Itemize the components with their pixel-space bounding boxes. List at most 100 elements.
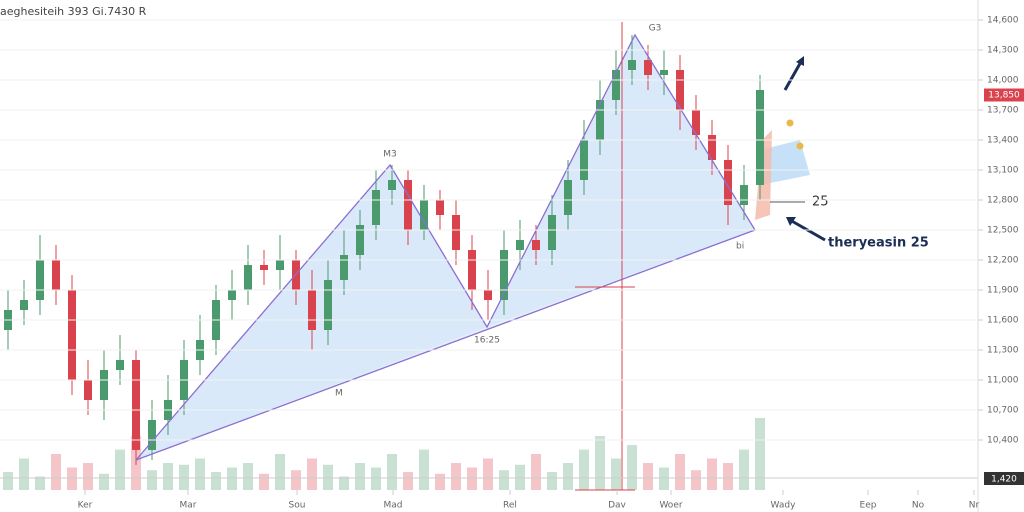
- candle-body: [644, 60, 652, 75]
- trend-line: [135, 229, 756, 461]
- volume-bar: [435, 473, 445, 490]
- volume-bar: [323, 464, 333, 490]
- candle-body: [340, 255, 348, 280]
- candle-body: [436, 200, 444, 215]
- candle-body: [724, 160, 732, 205]
- volume-bar: [659, 467, 669, 490]
- x-tick-label: Ker: [78, 501, 93, 511]
- candle-body: [420, 200, 428, 230]
- volume-bar: [403, 472, 413, 490]
- y-tick-label: 14,000: [987, 76, 1019, 86]
- x-tick-label: Woer: [659, 501, 682, 511]
- volume-bar: [147, 470, 157, 490]
- candle-body: [308, 290, 316, 330]
- volume-bar: [451, 463, 461, 490]
- candle-body: [36, 260, 44, 300]
- x-tick-label: Dav: [608, 501, 626, 511]
- candle-body: [516, 240, 524, 250]
- volume-bar: [611, 458, 621, 490]
- y-tick-label: 11,900: [987, 286, 1019, 296]
- candle-body: [84, 380, 92, 400]
- volume-label: 1,420: [991, 475, 1017, 485]
- volume-bar: [163, 463, 173, 490]
- last-price-box: [984, 88, 1024, 102]
- candle-body: [324, 280, 332, 330]
- volume-bar: [531, 454, 541, 490]
- volume-bar: [275, 454, 285, 490]
- arrow: [783, 59, 804, 91]
- candle-body: [484, 290, 492, 300]
- x-tick-label: Wady: [771, 501, 797, 511]
- y-tick-label: 12,500: [987, 226, 1019, 236]
- volume-bar: [195, 458, 205, 490]
- candle-body: [548, 215, 556, 250]
- volume-bar: [595, 436, 605, 490]
- annotation: theryeasin 25: [828, 236, 929, 251]
- candle-body: [692, 110, 700, 135]
- volume-bar: [3, 472, 13, 490]
- volume-bar: [99, 473, 109, 490]
- annotation: 16:25: [474, 336, 500, 346]
- volume-bar: [691, 470, 701, 490]
- candle-body: [740, 185, 748, 205]
- x-tick-label: No: [912, 501, 925, 511]
- candle-body: [276, 260, 284, 270]
- y-tick-label: 11,300: [987, 346, 1019, 356]
- volume-bar: [739, 449, 749, 490]
- y-tick-label: 14,600: [987, 16, 1019, 26]
- volume-bar: [179, 464, 189, 490]
- volume-bar: [707, 458, 717, 490]
- last-price-label: 13,850: [988, 91, 1020, 101]
- volume-bar: [227, 467, 237, 490]
- projection: [760, 140, 810, 185]
- candle-body: [452, 215, 460, 250]
- volume-bar: [371, 467, 381, 490]
- volume-bar: [675, 454, 685, 490]
- candle-body: [580, 140, 588, 180]
- candle-body: [596, 100, 604, 140]
- x-tick-label: Rel: [503, 501, 517, 511]
- volume-bar: [419, 449, 429, 490]
- volume-bar: [627, 445, 637, 490]
- volume-bar: [483, 458, 493, 490]
- candle-body: [404, 180, 412, 230]
- volume-bar: [355, 463, 365, 490]
- candle-body: [148, 420, 156, 450]
- arrow-head: [796, 56, 804, 66]
- x-tick-label: Eep: [860, 501, 877, 511]
- candle-body: [20, 300, 28, 310]
- x-tick-label: Mad: [384, 501, 403, 511]
- pattern-fill: [487, 35, 755, 327]
- candle-body: [676, 70, 684, 110]
- volume-box: [984, 472, 1024, 485]
- candle-body: [756, 90, 764, 185]
- y-tick-label: 10,700: [987, 406, 1019, 416]
- volume-bar: [35, 476, 45, 490]
- y-tick-label: 12,200: [987, 256, 1019, 266]
- candle-body: [228, 290, 236, 300]
- volume-bar: [515, 464, 525, 490]
- candle-body: [356, 225, 364, 255]
- volume-bar: [83, 463, 93, 490]
- volume-bar: [291, 470, 301, 490]
- y-tick-label: 13,100: [987, 166, 1019, 176]
- candle-body: [468, 250, 476, 290]
- volume-bar: [339, 476, 349, 490]
- volume-bar: [387, 454, 397, 490]
- volume-bar: [723, 463, 733, 490]
- candle-body: [52, 260, 60, 290]
- volume-bar: [115, 449, 125, 490]
- volume-bar: [499, 470, 509, 490]
- candle-body: [388, 180, 396, 190]
- x-tick-label: Sou: [289, 501, 306, 511]
- volume-bar: [67, 467, 77, 490]
- volume-bar: [211, 472, 221, 490]
- volume-bar: [547, 472, 557, 490]
- volume-bar: [467, 467, 477, 490]
- arrow-head: [786, 217, 796, 226]
- y-tick-label: 13,700: [987, 106, 1019, 116]
- chart-title: aeghesiteih 393 Gi.7430 R: [0, 5, 147, 18]
- candle-body: [532, 240, 540, 250]
- candle-body: [132, 360, 140, 450]
